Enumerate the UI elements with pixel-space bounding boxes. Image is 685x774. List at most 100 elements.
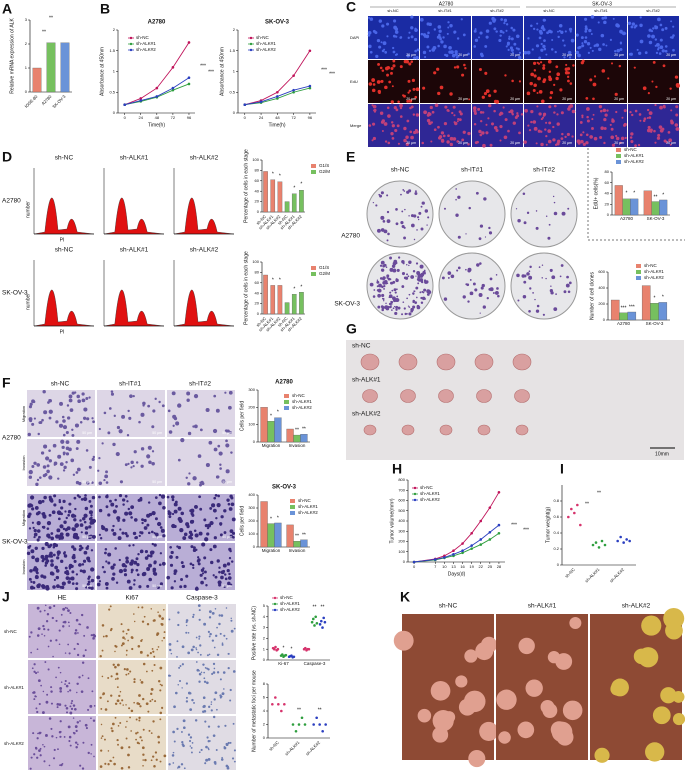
image-detail [229, 431, 232, 434]
image-detail [100, 723, 103, 726]
image-detail [69, 744, 72, 747]
image-detail [144, 556, 149, 560]
image-detail [572, 64, 575, 67]
legend-label: sh-ALK#2 [644, 275, 664, 280]
image-detail [378, 45, 382, 49]
image-detail [110, 675, 113, 678]
image-detail [204, 720, 207, 723]
image-detail [179, 527, 184, 533]
image-detail [28, 577, 32, 581]
image-detail [42, 743, 44, 746]
image-detail [117, 743, 119, 746]
image-detail [219, 522, 223, 526]
point [461, 551, 464, 555]
colony [420, 205, 423, 208]
bar [32, 67, 42, 93]
image-detail [557, 35, 560, 39]
y-tick-label: 0.5 [109, 89, 115, 94]
image-detail [394, 27, 399, 31]
image-detail [533, 61, 537, 65]
image-detail [564, 30, 567, 33]
image-detail [70, 458, 75, 463]
group-label: SK-OV-3 [592, 1, 612, 7]
image-detail [122, 704, 124, 706]
colony [386, 194, 389, 197]
image-detail [91, 690, 94, 693]
image-detail [121, 414, 126, 419]
point [314, 615, 318, 619]
image-detail [642, 119, 646, 123]
x-tick-label: sh-NC [255, 214, 267, 226]
image-detail [108, 608, 111, 611]
significance: ** [49, 15, 53, 21]
image-detail [674, 75, 679, 79]
image-detail [43, 410, 48, 415]
image-detail [163, 754, 167, 758]
image-detail [175, 555, 179, 559]
image-detail [218, 622, 221, 626]
legend-label: sh-NC [624, 147, 638, 152]
image-detail [62, 433, 66, 437]
image-detail [533, 69, 537, 72]
image-detail [68, 682, 71, 685]
image-detail [449, 24, 453, 28]
image-detail [464, 67, 467, 70]
image-detail [422, 86, 426, 90]
point [273, 647, 276, 651]
image-detail [395, 53, 398, 56]
image-detail [615, 136, 620, 141]
image-detail [102, 635, 105, 638]
image-detail [408, 31, 411, 34]
image-detail [229, 529, 234, 534]
image-detail [76, 682, 79, 686]
y-tick-label: 0 [233, 110, 236, 115]
image-detail [50, 686, 53, 689]
image-detail [101, 566, 105, 569]
column-label: sh-IT#2 [533, 167, 555, 174]
image-detail [110, 502, 115, 507]
image-detail [29, 569, 33, 573]
x-tick-label: sh-NC [564, 567, 576, 579]
significance: * [300, 284, 302, 290]
y-tick-label: 1.5 [229, 48, 235, 53]
legend-swatch [290, 499, 295, 503]
image-detail [162, 506, 166, 510]
legend-label: sh-ALK#2 [624, 159, 644, 164]
scale-label: 50 μm [82, 535, 92, 539]
image-detail [667, 131, 671, 134]
image-detail [207, 630, 210, 633]
image-detail [58, 423, 64, 428]
y-tick-label: 40 [605, 191, 610, 196]
image-detail [619, 47, 623, 51]
image-detail [399, 106, 403, 110]
image-detail [585, 141, 589, 145]
y-tick-label: 1 [233, 69, 236, 74]
significance: ** [295, 533, 299, 539]
image-detail [55, 420, 59, 424]
image-detail [664, 26, 668, 30]
image-detail [538, 112, 542, 116]
image-detail [218, 583, 222, 587]
row-label: sh-ALK#2 [4, 741, 24, 746]
axes [173, 260, 234, 327]
image-detail [64, 510, 67, 513]
image-detail [38, 749, 41, 752]
image-detail [197, 454, 202, 458]
legend-swatch [616, 160, 621, 164]
image-detail [30, 549, 35, 554]
image-detail [69, 408, 74, 412]
image-detail [495, 30, 498, 33]
point [315, 716, 318, 720]
image-detail [505, 29, 508, 32]
image-detail [198, 670, 200, 672]
significance: * [270, 516, 272, 522]
image-detail [479, 133, 483, 137]
colony [465, 233, 467, 235]
image-detail [644, 51, 648, 55]
image-detail [197, 558, 201, 562]
x-tick-label: 48 [155, 115, 160, 120]
colony [495, 274, 498, 276]
point [300, 716, 304, 720]
image-detail [190, 648, 194, 652]
y-axis-label: Absorbance at 450nm [219, 47, 225, 96]
